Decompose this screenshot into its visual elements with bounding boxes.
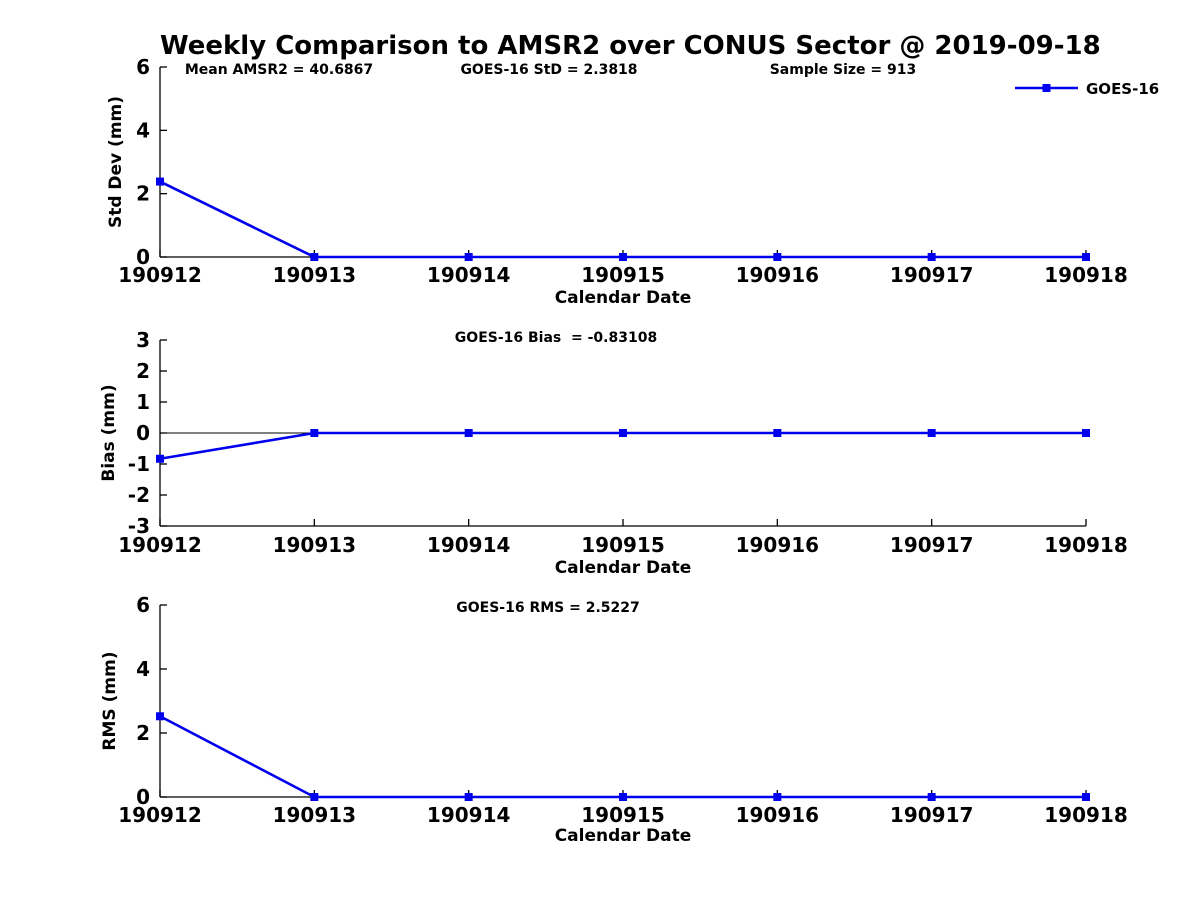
x-tick-label: 190914 bbox=[427, 533, 511, 557]
y-tick-label: 6 bbox=[136, 55, 150, 79]
data-point-marker bbox=[773, 429, 782, 437]
x-tick-label: 190915 bbox=[581, 803, 665, 827]
x-tick-label: 190912 bbox=[118, 263, 202, 287]
x-tick-label: 190918 bbox=[1044, 533, 1128, 557]
y-tick-label: 2 bbox=[136, 182, 150, 206]
y-tick-label: 6 bbox=[136, 593, 150, 617]
x-tick-label: 190917 bbox=[890, 803, 974, 827]
x-tick-label: 190914 bbox=[427, 263, 511, 287]
data-point-marker bbox=[156, 712, 164, 721]
x-tick-label: 190915 bbox=[581, 263, 665, 287]
data-point-marker bbox=[619, 429, 627, 437]
x-tick-label: 190916 bbox=[736, 263, 820, 287]
y-axis-label: RMS (mm) bbox=[100, 651, 120, 750]
subplot-annotation: GOES-16 RMS = 2.5227 bbox=[456, 600, 640, 616]
subplot-annotation: Mean AMSR2 = 40.6867 bbox=[185, 62, 373, 78]
data-point-marker bbox=[464, 253, 473, 261]
x-axis-label: Calendar Date bbox=[555, 288, 692, 308]
y-tick-label: 2 bbox=[136, 721, 150, 745]
y-axis-label: Bias (mm) bbox=[99, 384, 119, 481]
y-tick-label: -1 bbox=[128, 452, 150, 476]
y-tick-label: -2 bbox=[128, 483, 150, 507]
data-point-marker bbox=[927, 253, 936, 261]
data-point-marker bbox=[773, 253, 782, 261]
series-line bbox=[159, 180, 1086, 259]
y-tick-label: -3 bbox=[128, 514, 150, 538]
data-point-marker bbox=[773, 793, 782, 801]
x-axis-label: Calendar Date bbox=[555, 826, 692, 846]
x-tick-label: 190913 bbox=[273, 533, 357, 557]
data-point-marker bbox=[464, 429, 473, 437]
x-tick-label: 190912 bbox=[118, 803, 202, 827]
data-point-marker bbox=[310, 253, 319, 261]
x-axis-label: Calendar Date bbox=[555, 558, 692, 578]
legend-label: GOES-16 bbox=[1086, 80, 1159, 98]
data-point-marker bbox=[619, 793, 627, 801]
data-point-marker bbox=[156, 454, 164, 463]
x-tick-label: 190918 bbox=[1044, 263, 1128, 287]
subplot-annotation: GOES-16 Bias = -0.83108 bbox=[455, 330, 657, 346]
x-tick-label: 190913 bbox=[273, 803, 357, 827]
data-point-marker bbox=[1082, 793, 1090, 801]
data-point-marker bbox=[156, 177, 164, 186]
data-point-marker bbox=[927, 793, 936, 801]
y-tick-label: 0 bbox=[136, 421, 150, 445]
subplot-annotation: GOES-16 StD = 2.3818 bbox=[460, 62, 637, 78]
subplot-annotation: Sample Size = 913 bbox=[770, 62, 917, 78]
x-tick-label: 190912 bbox=[118, 533, 202, 557]
y-tick-label: 4 bbox=[136, 118, 150, 142]
data-point-marker bbox=[310, 793, 319, 801]
x-tick-label: 190914 bbox=[427, 803, 511, 827]
series-line bbox=[159, 715, 1086, 799]
x-tick-label: 190916 bbox=[736, 803, 820, 827]
y-tick-label: 4 bbox=[136, 657, 150, 681]
data-point-marker bbox=[310, 429, 319, 437]
chart-title: Weekly Comparison to AMSR2 over CONUS Se… bbox=[160, 31, 1101, 61]
x-tick-label: 190918 bbox=[1044, 803, 1128, 827]
x-tick-label: 190915 bbox=[581, 533, 665, 557]
y-tick-label: 1 bbox=[136, 390, 150, 414]
data-point-marker bbox=[619, 253, 627, 261]
x-tick-label: 190916 bbox=[736, 533, 820, 557]
data-point-marker bbox=[927, 429, 936, 437]
data-point-marker bbox=[1082, 253, 1090, 261]
y-tick-label: 3 bbox=[136, 328, 150, 352]
y-tick-label: 0 bbox=[136, 785, 150, 809]
x-tick-label: 190917 bbox=[890, 263, 974, 287]
y-axis-label: Std Dev (mm) bbox=[106, 96, 126, 228]
y-tick-label: 0 bbox=[136, 245, 150, 269]
x-tick-label: 190913 bbox=[273, 263, 357, 287]
data-point-marker bbox=[464, 793, 473, 801]
legend-marker bbox=[1042, 84, 1051, 92]
data-point-marker bbox=[1082, 429, 1090, 437]
x-tick-label: 190917 bbox=[890, 533, 974, 557]
y-tick-label: 2 bbox=[136, 359, 150, 383]
